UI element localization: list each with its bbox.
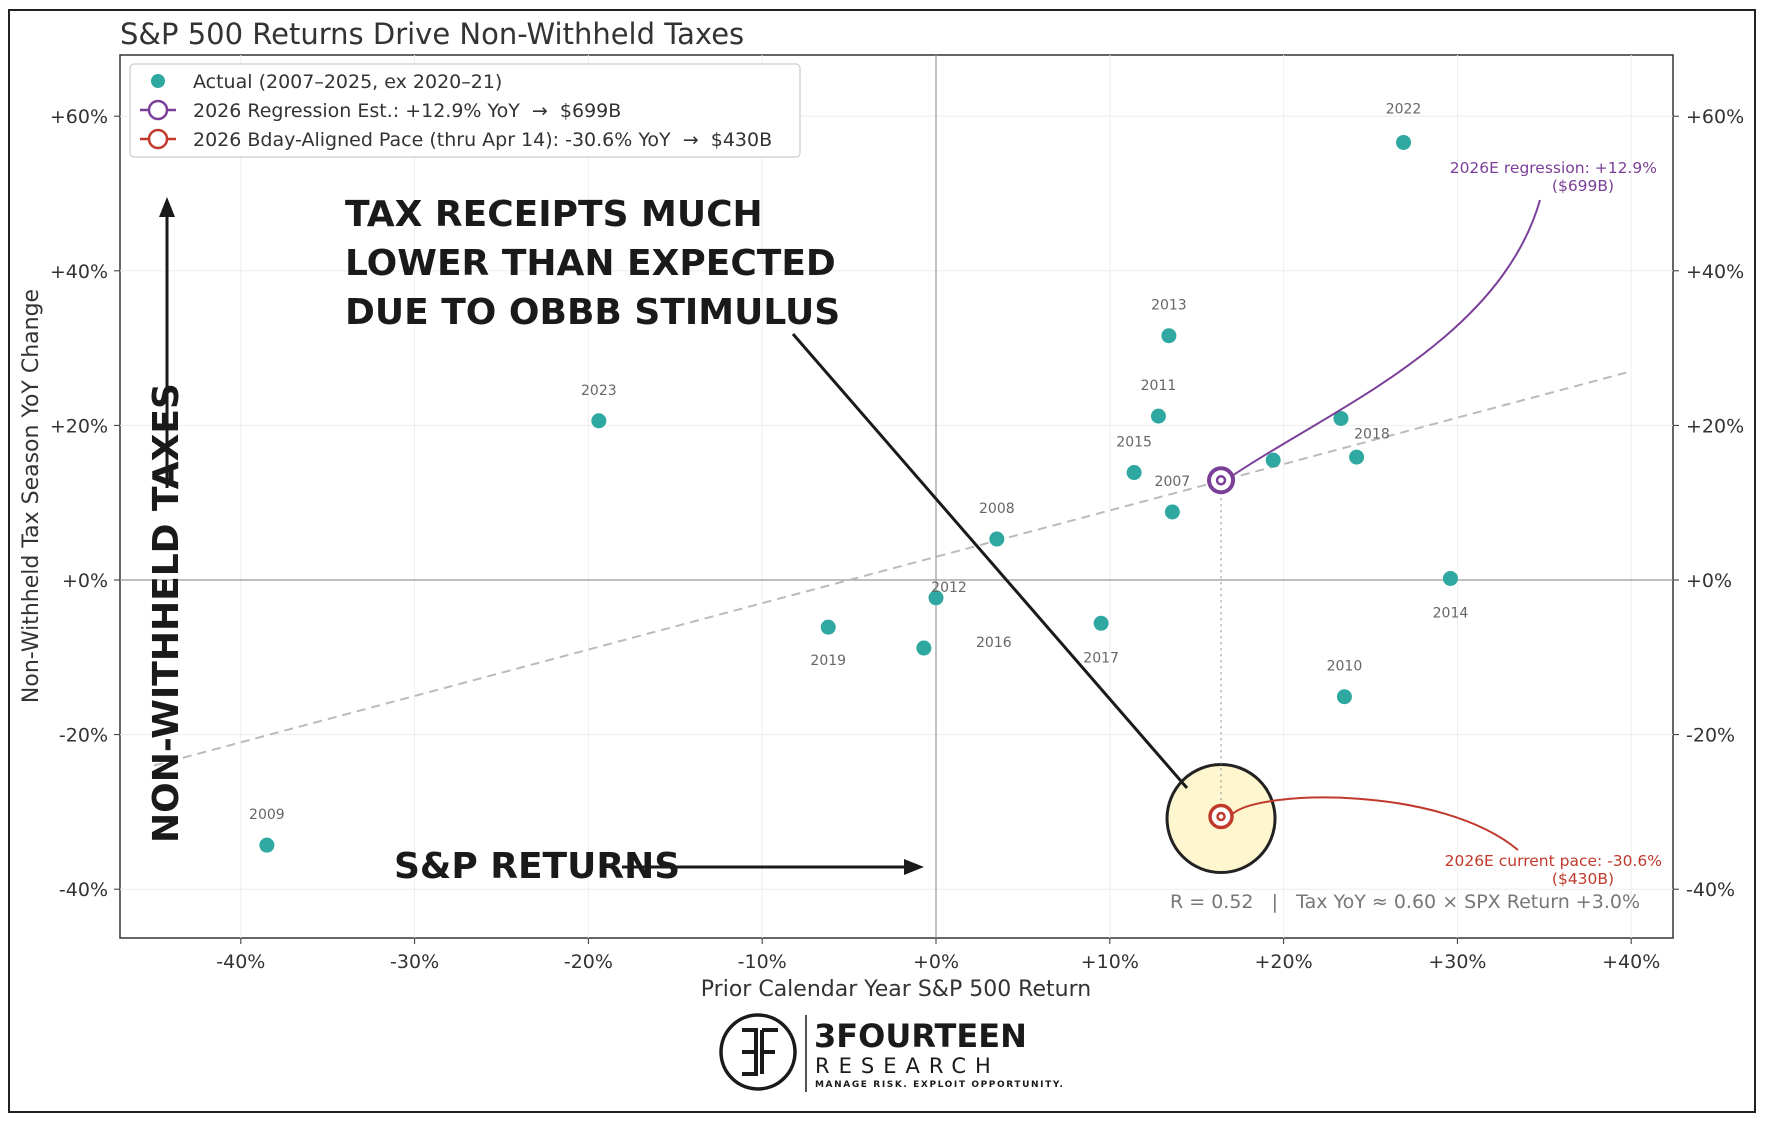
plot-area [119,54,1674,939]
logo-monogram-icon [742,1028,778,1076]
x-arrow-head-icon [904,859,924,875]
data-point-2012 [928,590,944,606]
data-point-2009 [259,837,275,853]
data-point [1349,449,1365,465]
y-tick-label-left: +0% [62,570,108,592]
year-label-2011: 2011 [1141,378,1177,394]
legend: Actual (2007–2025, ex 2020–21) 2026 Regr… [129,63,801,158]
year-label-2007: 2007 [1155,474,1191,490]
pace-annotation-curve [1232,796,1519,851]
regression-annotation-line2: ($699B) [1552,177,1614,195]
regression-estimate-marker [1207,466,1236,495]
data-point-2015 [1126,465,1142,481]
year-label-2010: 2010 [1327,659,1363,675]
y-tick-label-left: +40% [50,261,108,283]
y-tick-label-left: +20% [50,415,108,437]
y-tick-label-right: +0% [1686,570,1732,592]
logo-tagline: MANAGE RISK. EXPLOIT OPPORTUNITY. [815,1080,1064,1090]
data-point-2022 [1396,134,1412,150]
legend-regression-marker-icon [147,99,169,121]
callout-line2: LOWER THAN EXPECTED [345,243,836,284]
x-axis-ticks: -40% -30% -20% -10% +0% +10% +20% +30% +40% [216,938,1660,973]
x-tick-label: +40% [1602,951,1660,973]
y-axis-ticks-right: -40% -20% +0% +20% +40% +60% [1673,106,1744,901]
regression-stats-text: R = 0.52 | Tax YoY ≈ 0.60 × SPX Return +… [1170,891,1640,913]
current-pace-marker [1208,803,1234,830]
year-label-2018: 2018 [1354,426,1390,442]
x-tick-label: +30% [1428,951,1486,973]
year-label-2013: 2013 [1151,298,1187,314]
data-point-2014 [1442,570,1458,586]
chart-title: S&P 500 Returns Drive Non-Withheld Taxes [120,17,744,51]
data-point-2017 [1093,615,1109,631]
y-tick-label-right: +40% [1686,261,1744,283]
callout-pointer-line [791,333,1189,789]
year-label-2019: 2019 [810,653,846,669]
x-tick-label: +0% [913,951,959,973]
y-tick-label-left: +60% [50,106,108,128]
gridlines [120,55,1673,938]
data-point-2008 [989,531,1005,547]
data-point-2010 [1336,689,1352,705]
regression-annotation-line1: 2026E regression: +12.9% [1450,159,1657,177]
logo-name: 3FOURTEEN [814,1017,1027,1055]
y-axis-label: Non-Withheld Tax Season YoY Change [19,289,44,703]
year-label-2022: 2022 [1386,101,1422,117]
year-label-2016: 2016 [976,635,1012,651]
year-label-2015: 2015 [1116,435,1152,451]
y-tick-label-right: -40% [1686,879,1735,901]
x-tick-label: -30% [390,951,439,973]
legend-regression-label: 2026 Regression Est.: +12.9% YoY → $699B [193,100,621,122]
data-point-2023 [591,413,607,429]
callout-line1: TAX RECEIPTS MUCH [345,194,763,235]
regression-estimate-inner-dot [1215,475,1227,486]
legend-actual-marker-icon [151,74,165,88]
year-labels-group: 2022 2013 2023 2011 2018 2015 2007 2008 2019 2012… [249,101,1468,823]
data-point-2011 [1150,408,1166,424]
data-point [1265,452,1281,468]
y-tick-label-left: -20% [59,725,108,747]
company-logo: 3FOURTEEN RESEARCH MANAGE RISK. EXPLOIT … [719,1013,1064,1092]
current-pace-inner-dot [1216,811,1226,822]
y-tick-label-left: -40% [59,879,108,901]
pace-annotation-line1: 2026E current pace: -30.6% [1445,852,1662,870]
x-tick-label: -10% [738,951,787,973]
x-tick-label: -20% [564,951,613,973]
legend-box [129,63,801,158]
year-label-2012: 2012 [931,580,967,596]
legend-pace-label: 2026 Bday-Aligned Pace (thru Apr 14): -3… [193,129,772,151]
data-point-2007 [1164,504,1180,520]
y-axis-ticks-left: -40% -20% +0% +20% +40% +60% [50,106,120,901]
y-tick-label-right: +60% [1686,106,1744,128]
x-tick-label: +10% [1081,951,1139,973]
data-point-2019 [820,619,836,635]
y-arrow-head-icon [159,197,175,217]
actual-points-group [259,134,1458,853]
x-tick-label: -40% [216,951,265,973]
year-label-2009: 2009 [249,807,285,823]
data-point-2016 [916,640,932,656]
x-tick-label: +20% [1255,951,1313,973]
year-label-2023: 2023 [581,383,617,399]
y-tick-label-right: +20% [1686,415,1744,437]
data-point-2013 [1161,328,1177,344]
logo-sub: RESEARCH [815,1054,1000,1078]
legend-actual-label: Actual (2007–2025, ex 2020–21) [193,71,502,93]
legend-pace-marker-icon [147,128,169,150]
pace-annotation-line2: ($430B) [1552,870,1614,888]
x-axis-label: Prior Calendar Year S&P 500 Return [701,977,1091,1002]
year-label-2017: 2017 [1083,650,1119,666]
y-tick-label-right: -20% [1686,725,1735,747]
regression-annotation-curve [1232,199,1541,477]
callout-line3: DUE TO OBBB STIMULUS [345,292,840,333]
year-label-2008: 2008 [979,501,1015,517]
data-point-2018 [1333,410,1349,426]
year-label-2014: 2014 [1433,605,1469,621]
